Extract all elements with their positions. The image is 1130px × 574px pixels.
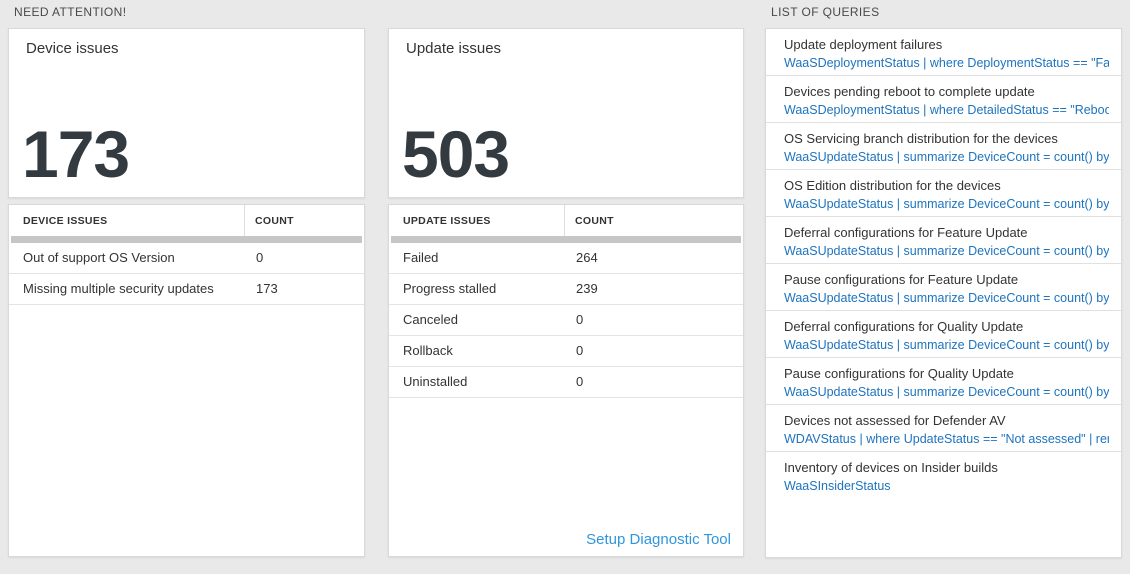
query-list-item[interactable]: Devices pending reboot to complete updat…: [766, 76, 1121, 123]
setup-diagnostic-tool-link[interactable]: Setup Diagnostic Tool: [586, 531, 731, 548]
issue-label: Out of support OS Version: [23, 250, 175, 265]
query-title: Pause configurations for Quality Update: [784, 366, 1014, 381]
query-text: WaaSInsiderStatus: [784, 479, 891, 493]
horizontal-scrollbar[interactable]: [11, 236, 362, 243]
issue-count: 0: [576, 343, 584, 358]
query-list-item[interactable]: Devices not assessed for Defender AV WDAV…: [766, 405, 1121, 452]
device-issues-count: 173: [22, 117, 130, 191]
query-text: WaaSUpdateStatus | summarize DeviceCount…: [784, 385, 1109, 399]
need-attention-section-label: NEED ATTENTION!: [14, 5, 127, 19]
query-title: Devices not assessed for Defender AV: [784, 413, 1006, 428]
query-text: WaaSUpdateStatus | summarize DeviceCount…: [784, 291, 1109, 305]
count-column-header: COUNT: [575, 215, 614, 227]
query-list-item[interactable]: Deferral configurations for Feature Upda…: [766, 217, 1121, 264]
table-row[interactable]: Missing multiple security updates 173: [9, 274, 364, 305]
device-issues-tile[interactable]: Device issues 173: [8, 28, 365, 198]
query-list-panel: Update deployment failures WaaSDeployment…: [765, 28, 1122, 558]
issue-count: 0: [576, 312, 584, 327]
device-issues-column-header: DEVICE ISSUES: [9, 205, 245, 236]
query-list-item[interactable]: Pause configurations for Feature Update W…: [766, 264, 1121, 311]
table-row[interactable]: Failed 264: [389, 243, 743, 274]
query-text: WaaSDeploymentStatus | where DeploymentS…: [784, 56, 1109, 70]
query-text: WaaSUpdateStatus | summarize DeviceCount…: [784, 150, 1109, 164]
query-title: OS Edition distribution for the devices: [784, 178, 1001, 193]
query-list: Update deployment failures WaaSDeployment…: [766, 29, 1121, 499]
issue-count: 0: [256, 250, 264, 265]
table-row[interactable]: Uninstalled 0: [389, 367, 743, 398]
issue-label: Missing multiple security updates: [23, 281, 214, 296]
issue-label: Failed: [403, 250, 439, 265]
device-issues-table: DEVICE ISSUES COUNT Out of support OS Ve…: [8, 204, 365, 557]
issue-label: Progress stalled: [403, 281, 497, 296]
issue-label: Rollback: [403, 343, 453, 358]
update-issues-table-body: Failed 264 Progress stalled 239 Canceled 0 Rol…: [389, 243, 743, 398]
issue-count: 173: [256, 281, 278, 296]
issue-count: 239: [576, 281, 598, 296]
query-title: Pause configurations for Feature Update: [784, 272, 1019, 287]
query-text: WDAVStatus | where UpdateStatus == "Not …: [784, 432, 1109, 446]
query-text: WaaSUpdateStatus | summarize DeviceCount…: [784, 244, 1109, 258]
query-text: WaaSUpdateStatus | summarize DeviceCount…: [784, 197, 1109, 211]
device-issues-table-header: DEVICE ISSUES COUNT: [9, 205, 364, 236]
update-issues-tile[interactable]: Update issues 503: [388, 28, 744, 198]
query-list-item[interactable]: OS Servicing branch distribution for the…: [766, 123, 1121, 170]
query-text: WaaSDeploymentStatus | where DetailedSta…: [784, 103, 1109, 117]
issue-count: 264: [576, 250, 598, 265]
update-issues-count: 503: [402, 117, 510, 191]
horizontal-scrollbar[interactable]: [391, 236, 741, 243]
query-title: Update deployment failures: [784, 37, 943, 52]
table-row[interactable]: Out of support OS Version 0: [9, 243, 364, 274]
table-row[interactable]: Canceled 0: [389, 305, 743, 336]
query-title: Deferral configurations for Feature Upda…: [784, 225, 1028, 240]
update-issues-table-header: UPDATE ISSUES COUNT: [389, 205, 743, 236]
query-text: WaaSUpdateStatus | summarize DeviceCount…: [784, 338, 1109, 352]
issue-count: 0: [576, 374, 584, 389]
update-issues-table: UPDATE ISSUES COUNT Failed 264 Progress st…: [388, 204, 744, 557]
query-list-item[interactable]: Update deployment failures WaaSDeployment…: [766, 29, 1121, 76]
query-title: OS Servicing branch distribution for the…: [784, 131, 1058, 146]
list-of-queries-section-label: LIST OF QUERIES: [771, 5, 880, 19]
device-issues-title: Device issues: [26, 40, 119, 57]
query-list-item[interactable]: OS Edition distribution for the devices W…: [766, 170, 1121, 217]
query-list-item[interactable]: Deferral configurations for Quality Upda…: [766, 311, 1121, 358]
issue-label: Canceled: [403, 312, 458, 327]
query-title: Devices pending reboot to complete updat…: [784, 84, 1035, 99]
query-list-item[interactable]: Inventory of devices on Insider builds Wa…: [766, 452, 1121, 499]
table-row[interactable]: Rollback 0: [389, 336, 743, 367]
query-title: Deferral configurations for Quality Upda…: [784, 319, 1024, 334]
issue-label: Uninstalled: [403, 374, 468, 389]
query-title: Inventory of devices on Insider builds: [784, 460, 998, 475]
count-column-header: COUNT: [255, 215, 294, 227]
table-row[interactable]: Progress stalled 239: [389, 274, 743, 305]
query-list-item[interactable]: Pause configurations for Quality Update W…: [766, 358, 1121, 405]
update-issues-title: Update issues: [406, 40, 502, 57]
device-issues-table-body: Out of support OS Version 0 Missing multip…: [9, 243, 364, 305]
update-issues-column-header: UPDATE ISSUES: [389, 205, 565, 236]
